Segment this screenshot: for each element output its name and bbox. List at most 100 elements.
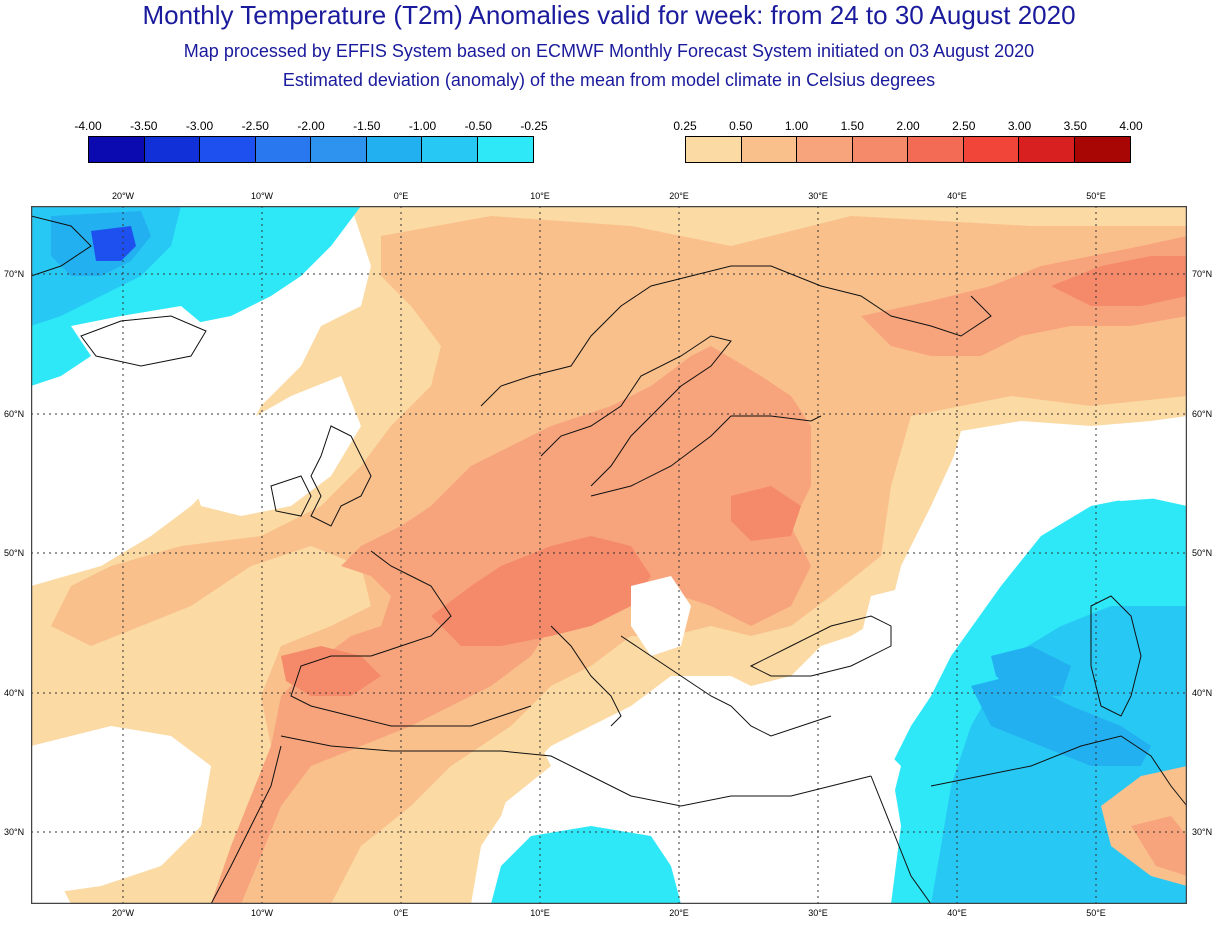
coast-italy <box>550 625 622 727</box>
anomaly-zone-1.50-iberia <box>281 646 381 696</box>
legend_positive-swatch <box>1019 137 1075 162</box>
legend_negative-label: -1.00 <box>408 119 437 133</box>
lat-tick-left: 40°N <box>4 688 25 698</box>
legend_negative-swatch <box>311 137 367 162</box>
coast-ireland <box>270 475 312 517</box>
coast-west-africa <box>210 745 282 904</box>
lon-tick-top: 40°E <box>947 191 967 201</box>
legend_negative-label: -0.50 <box>464 119 492 133</box>
lon-tick-bottom: 10°E <box>530 908 550 918</box>
coast-arabia <box>930 735 1187 807</box>
coast-greenland <box>31 215 92 277</box>
legend_positive-label: 1.50 <box>840 119 864 133</box>
legend_negative-label: -1.50 <box>353 119 381 133</box>
legend_negative-label: -3.00 <box>185 119 214 133</box>
legend-positive-anomalies: 0.25 0.50 1.00 1.50 2.00 2.50 3.00 3.50 4.00 <box>673 119 1143 165</box>
coast-british-isles <box>310 425 372 527</box>
lon-tick-top: 20°W <box>111 191 135 201</box>
coast-red-sea <box>870 775 932 904</box>
lon-tick-top: 10°E <box>530 191 550 201</box>
coast-baltic <box>590 415 822 497</box>
map-title: Monthly Temperature (T2m) Anomalies vali… <box>142 0 1076 30</box>
map-subtitle: Map processed by EFFIS System based on E… <box>183 41 1035 61</box>
legend_positive-swatch <box>1074 137 1130 162</box>
lon-tick-bottom: 30°E <box>808 908 828 918</box>
legend_positive-swatch <box>686 137 742 162</box>
legend_negative-label: -0.25 <box>520 119 548 133</box>
anomaly-zone-neg-0.25-africa <box>491 826 681 904</box>
mediterranean-neutral <box>611 736 901 816</box>
legend-negative-colorbar <box>88 136 534 163</box>
legend_positive-label: 3.00 <box>1007 119 1032 133</box>
anomaly-zone-neg-1.00-east <box>971 676 1151 766</box>
title-block: Monthly Temperature (T2m) Anomalies vali… <box>0 0 1218 91</box>
lon-tick-bottom: 10°W <box>250 908 274 918</box>
lon-tick-bottom: 20°E <box>669 908 689 918</box>
legend_negative-swatch <box>89 137 145 162</box>
coastlines <box>31 215 1187 904</box>
lat-tick-right: 30°N <box>1192 827 1213 837</box>
balkan-neutral <box>631 576 691 656</box>
legend_negative-label: -2.50 <box>241 119 269 133</box>
canary-neutral <box>31 726 211 896</box>
coast-scandinavia <box>480 265 992 407</box>
legend_positive-label: 3.50 <box>1063 119 1087 133</box>
lon-tick-top: 50°E <box>1086 191 1106 201</box>
map-frame-border <box>31 206 1187 904</box>
atlantic-neutral <box>191 376 361 516</box>
north-russia-neutral <box>951 416 1187 501</box>
anomaly-zone-1.50 <box>431 536 651 646</box>
coast-sweden <box>540 335 732 487</box>
legend_positive-swatch <box>963 137 1019 162</box>
anomaly-zone-1.50-ukraine <box>731 486 801 541</box>
coast-iceland <box>80 315 207 367</box>
legend_positive-swatch <box>852 137 908 162</box>
lat-tick-right: 40°N <box>1192 688 1213 698</box>
lon-tick-bottom: 50°E <box>1086 908 1106 918</box>
anomaly-zone-neg-2.50-atlantic <box>91 226 136 261</box>
map-description: Estimated deviation (anomaly) of the mea… <box>282 70 936 90</box>
lat-tick-right: 70°N <box>1192 269 1213 279</box>
lon-tick-top: 20°E <box>669 191 689 201</box>
legend_positive-label: 2.00 <box>896 119 920 133</box>
coast-black-sea <box>749 615 892 677</box>
legend-negative-labels: -4.00 -3.50 -3.00 -2.50 -2.00 -1.50 -1.00 -0.50… <box>74 119 547 135</box>
legend_positive-swatch <box>797 137 853 162</box>
lon-tick-top: 0°E <box>393 191 409 201</box>
lat-tick-left: 70°N <box>4 269 25 279</box>
lat-tick-right: 50°N <box>1192 548 1213 558</box>
coast-balkans <box>620 635 832 737</box>
iceland-neutral <box>71 306 211 366</box>
legend_positive-label: 0.50 <box>729 119 753 133</box>
legend_negative-swatch <box>366 137 422 162</box>
legend_negative-swatch <box>144 137 200 162</box>
lat-tick-left: 50°N <box>4 548 25 558</box>
legend_positive-label: 4.00 <box>1119 119 1143 133</box>
legend_negative-label: -2.00 <box>297 119 325 133</box>
legend_positive-label: 2.50 <box>952 119 976 133</box>
legend_positive-swatch <box>741 137 797 162</box>
lat-tick-left: 60°N <box>4 409 25 419</box>
anomaly-zone-1.00-arabia <box>1131 816 1187 876</box>
anomaly-zone-neg-1.00-caucasus <box>991 646 1071 696</box>
legend_negative-swatch <box>422 137 478 162</box>
lon-tick-bottom: 0°E <box>393 908 409 918</box>
mediterranean-neutral-2 <box>861 586 941 656</box>
legend_positive-label: 0.25 <box>673 119 697 133</box>
legend_positive-label: 1.00 <box>784 119 809 133</box>
legend-negative-anomalies: -4.00 -3.50 -3.00 -2.50 -2.00 -1.50 -1.00 -0.50… <box>74 119 548 165</box>
legend_positive-swatch <box>908 137 964 162</box>
lon-tick-bottom: 20°W <box>111 908 135 918</box>
anomaly-map-canvas <box>31 206 1187 904</box>
legend_negative-label: -3.50 <box>130 119 158 133</box>
lat-tick-left: 30°N <box>4 827 25 837</box>
legend-positive-colorbar <box>685 136 1131 163</box>
lon-tick-top: 30°E <box>808 191 828 201</box>
coast-western-europe <box>290 550 532 727</box>
legend-positive-labels: 0.25 0.50 1.00 1.50 2.00 2.50 3.00 3.50 4.00 <box>673 119 1142 135</box>
coast-caspian <box>1090 595 1142 717</box>
lat-tick-right: 60°N <box>1192 409 1213 419</box>
anomaly-map <box>31 206 1187 904</box>
lon-tick-top: 10°W <box>250 191 274 201</box>
lon-tick-bottom: 40°E <box>947 908 967 918</box>
